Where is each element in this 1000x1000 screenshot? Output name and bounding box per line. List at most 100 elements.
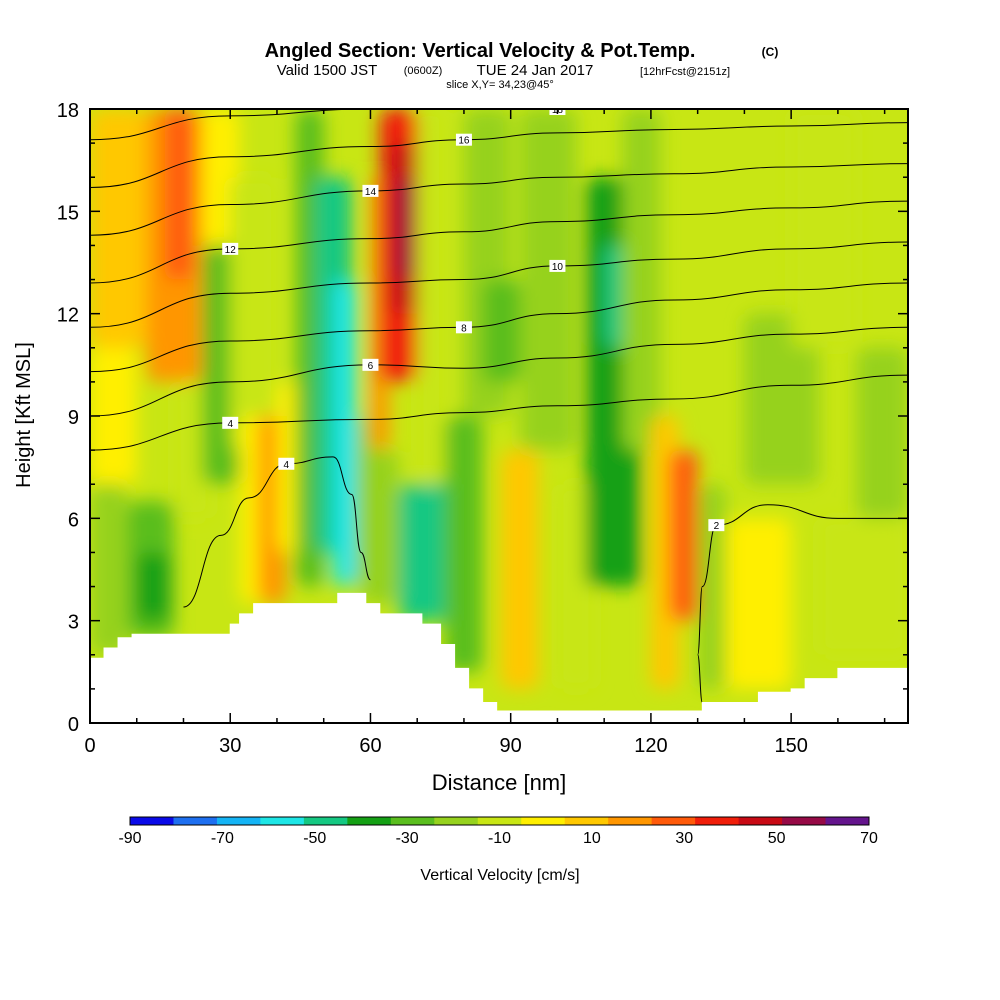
colorbar-tick-label: 50 <box>768 830 786 847</box>
velocity-cell <box>697 484 726 689</box>
velocity-cell <box>230 177 277 451</box>
velocity-cell <box>398 177 413 280</box>
velocity-cell <box>744 313 820 485</box>
colorbar-tick-label: -70 <box>211 830 234 847</box>
y-tick-label: 9 <box>68 407 79 429</box>
colorbar-swatch <box>260 817 305 825</box>
colorbar-tick-label: 30 <box>675 830 693 847</box>
valid-time-zulu: (0600Z) <box>404 65 443 77</box>
velocity-cell <box>791 109 857 348</box>
contour-label: 6 <box>368 361 374 372</box>
theta-contour-line <box>90 241 908 328</box>
velocity-cells <box>90 109 908 689</box>
contour-label-box <box>278 457 295 470</box>
colorbar-swatch <box>651 817 696 825</box>
contour-label-box <box>362 358 379 371</box>
contour-label-box <box>222 242 239 255</box>
colorbar-swatch <box>303 817 348 825</box>
contour-label-box <box>362 184 379 197</box>
y-axis-label: Height [Kft MSL] <box>13 342 35 488</box>
contour-label: 8 <box>461 323 467 334</box>
velocity-cell <box>622 109 661 451</box>
axes: Height [Kft MSL] Distance [nm] 0 30 60 90 12… <box>13 100 909 795</box>
velocity-cell <box>136 552 170 621</box>
velocity-cell <box>164 109 193 280</box>
velocity-cell <box>90 484 128 655</box>
x-tick-label: 60 <box>359 735 381 757</box>
velocity-cell <box>417 109 446 485</box>
plot-area: 468101214161824 <box>90 109 908 723</box>
chart-header: Angled Section: Vertical Velocity & Pot.… <box>265 40 779 91</box>
y-tick-label: 12 <box>57 305 79 327</box>
colorbar-tick-label: 10 <box>583 830 601 847</box>
colorbar-tick-label: -10 <box>488 830 511 847</box>
velocity-cell <box>669 450 698 621</box>
contour-label: 14 <box>365 187 377 198</box>
velocity-cell <box>520 109 577 451</box>
colorbar-swatch <box>782 817 827 825</box>
colorbar-swatch <box>130 817 174 825</box>
velocity-cell <box>445 416 483 672</box>
x-tick-label: 150 <box>774 735 807 757</box>
theta-contour-line <box>90 326 908 417</box>
x-tick-label: 120 <box>634 735 667 757</box>
colorbar-label: Vertical Velocity [cm/s] <box>420 867 579 884</box>
theta-contour-line <box>90 163 908 236</box>
contour-label: 16 <box>458 136 470 147</box>
colorbar-swatch <box>390 817 435 825</box>
y-tick-label: 15 <box>57 202 79 224</box>
colorbar-swatch <box>738 817 783 825</box>
velocity-cell <box>482 279 521 382</box>
contour-label-box <box>455 321 472 334</box>
velocity-cell <box>725 518 792 689</box>
colorbar-tick-label: -90 <box>118 830 141 847</box>
colorbar-tick-label: -30 <box>396 830 419 847</box>
contour-label: 4 <box>284 460 290 471</box>
velocity-cell <box>819 518 908 655</box>
velocity-cell <box>333 279 357 587</box>
colorbar-swatch <box>608 817 653 825</box>
colorbar: Vertical Velocity [cm/s] -90 -70 -50 -30 -10… <box>118 816 878 884</box>
contour-label: 10 <box>552 262 564 273</box>
y-tick-label: 0 <box>68 714 79 736</box>
colorbar-swatch <box>564 817 609 825</box>
y-tick-label: 3 <box>68 612 79 634</box>
velocity-cell <box>361 450 399 604</box>
colorbar-swatch <box>173 817 218 825</box>
forecast-tag: [12hrFcst@2151z] <box>640 66 730 78</box>
velocity-cell <box>856 347 908 519</box>
colorbar-swatch <box>347 817 392 825</box>
valid-date: TUE 24 Jan 2017 <box>477 62 594 79</box>
chart-title-tag: (C) <box>762 45 779 59</box>
colorbar-swatch <box>434 817 479 825</box>
colorbar-swatch <box>521 817 566 825</box>
x-axis-label: Distance [nm] <box>432 770 567 795</box>
contour-label: 12 <box>225 245 237 256</box>
terrain <box>90 592 908 723</box>
y-tick-label: 6 <box>68 509 79 531</box>
velocity-field <box>90 109 908 723</box>
colorbar-tick-label: 70 <box>860 830 878 847</box>
chart-title: Angled Section: Vertical Velocity & Pot.… <box>265 40 696 62</box>
x-tick-label: 0 <box>84 735 95 757</box>
contour-label-box <box>455 133 472 146</box>
colorbar-swatch <box>825 817 870 825</box>
theta-contour-line <box>90 122 908 188</box>
x-tick-label: 30 <box>219 735 241 757</box>
contour-label-box <box>549 259 566 272</box>
colorbar-swatch <box>216 817 261 825</box>
contour-label-box <box>222 416 239 429</box>
colorbar-swatch <box>477 817 522 825</box>
velocity-cell <box>90 109 147 348</box>
theta-contour-line <box>183 456 371 608</box>
colorbar-tick-label: -50 <box>303 830 326 847</box>
valid-time-prefix: Valid 1500 JST <box>277 62 378 79</box>
contour-label: 4 <box>227 419 233 430</box>
colorbar-frame <box>129 816 870 826</box>
theta-contour-line <box>90 282 908 373</box>
y-tick-label: 18 <box>57 100 79 122</box>
contour-label-box <box>708 519 725 532</box>
contour-label: 2 <box>714 521 720 532</box>
colorbar-swatch <box>695 817 740 825</box>
